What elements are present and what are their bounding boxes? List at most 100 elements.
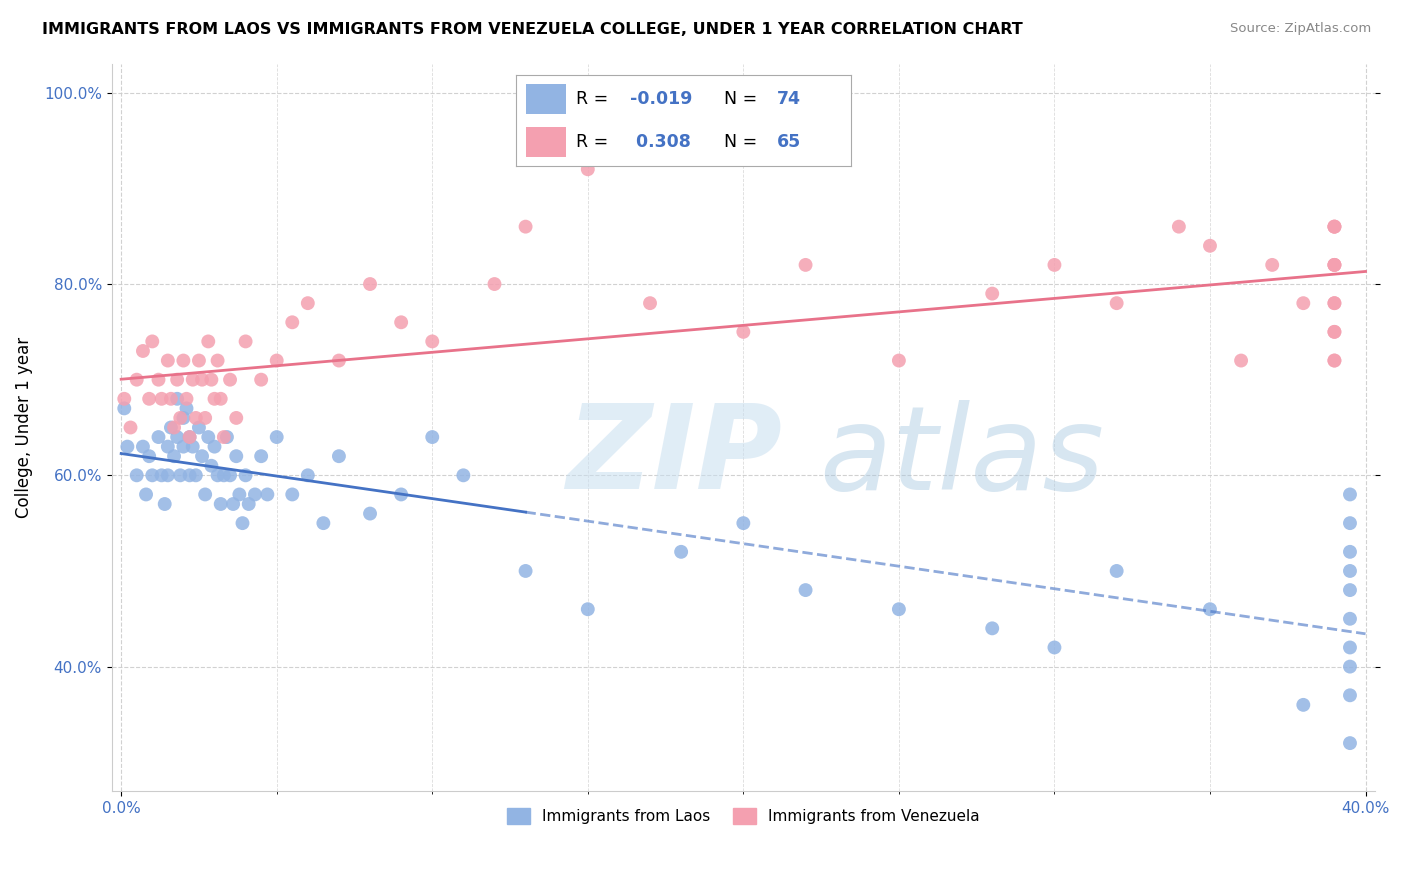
Point — [166, 392, 188, 406]
Legend: Immigrants from Laos, Immigrants from Venezuela: Immigrants from Laos, Immigrants from Ve… — [501, 802, 986, 830]
Point — [359, 507, 381, 521]
Point — [1339, 564, 1361, 578]
Point — [1323, 258, 1346, 272]
Point — [281, 315, 304, 329]
Point — [219, 373, 242, 387]
Point — [733, 516, 755, 530]
Point — [638, 296, 661, 310]
Point — [169, 411, 191, 425]
Point — [207, 468, 229, 483]
Point — [1323, 325, 1346, 339]
Point — [135, 487, 157, 501]
Point — [1292, 296, 1315, 310]
Point — [209, 392, 232, 406]
Point — [163, 449, 186, 463]
Point — [1167, 219, 1189, 234]
Point — [297, 296, 319, 310]
Point — [235, 334, 257, 349]
Point — [1105, 564, 1128, 578]
Point — [156, 440, 179, 454]
Point — [1199, 602, 1222, 616]
Point — [148, 430, 170, 444]
Point — [156, 353, 179, 368]
Point — [191, 449, 214, 463]
Point — [181, 440, 204, 454]
Point — [1043, 258, 1066, 272]
Point — [1323, 353, 1346, 368]
Point — [1339, 688, 1361, 702]
Point — [163, 420, 186, 434]
Point — [197, 334, 219, 349]
Point — [166, 430, 188, 444]
Point — [576, 162, 599, 177]
Point — [1339, 487, 1361, 501]
Point — [215, 430, 238, 444]
Point — [235, 468, 257, 483]
Point — [1339, 736, 1361, 750]
Point — [266, 430, 288, 444]
Point — [328, 353, 350, 368]
Point — [194, 487, 217, 501]
Point — [389, 315, 412, 329]
Y-axis label: College, Under 1 year: College, Under 1 year — [15, 337, 32, 518]
Text: Source: ZipAtlas.com: Source: ZipAtlas.com — [1230, 22, 1371, 36]
Point — [132, 343, 155, 358]
Point — [209, 497, 232, 511]
Point — [204, 392, 226, 406]
Point — [281, 487, 304, 501]
Point — [243, 487, 266, 501]
Point — [733, 325, 755, 339]
Point — [1105, 296, 1128, 310]
Point — [219, 468, 242, 483]
Point — [1043, 640, 1066, 655]
Point — [112, 392, 135, 406]
Point — [1323, 219, 1346, 234]
Point — [117, 440, 139, 454]
Point — [150, 468, 173, 483]
Point — [212, 468, 235, 483]
Point — [238, 497, 260, 511]
Point — [1339, 659, 1361, 673]
Point — [172, 440, 194, 454]
Point — [125, 468, 148, 483]
Point — [312, 516, 335, 530]
Text: ZIP: ZIP — [567, 399, 783, 514]
Point — [297, 468, 319, 483]
Point — [328, 449, 350, 463]
Point — [359, 277, 381, 291]
Point — [225, 411, 247, 425]
Point — [172, 353, 194, 368]
Point — [1323, 296, 1346, 310]
Point — [169, 468, 191, 483]
Point — [420, 430, 443, 444]
Point — [179, 430, 201, 444]
Point — [120, 420, 142, 434]
Point — [420, 334, 443, 349]
Point — [794, 583, 817, 598]
Point — [1323, 353, 1346, 368]
Point — [141, 334, 163, 349]
Point — [181, 373, 204, 387]
Point — [207, 353, 229, 368]
Point — [200, 373, 222, 387]
Point — [212, 430, 235, 444]
Point — [228, 487, 250, 501]
Point — [453, 468, 475, 483]
Point — [204, 440, 226, 454]
Point — [138, 449, 160, 463]
Point — [484, 277, 506, 291]
Point — [166, 373, 188, 387]
Point — [225, 449, 247, 463]
Point — [515, 564, 537, 578]
Point — [1323, 219, 1346, 234]
Point — [1339, 640, 1361, 655]
Point — [184, 468, 207, 483]
Point — [981, 621, 1004, 635]
Point — [179, 430, 201, 444]
Point — [887, 602, 910, 616]
Point — [160, 420, 183, 434]
Point — [176, 392, 198, 406]
Point — [222, 497, 245, 511]
Point — [1323, 325, 1346, 339]
Point — [1339, 516, 1361, 530]
